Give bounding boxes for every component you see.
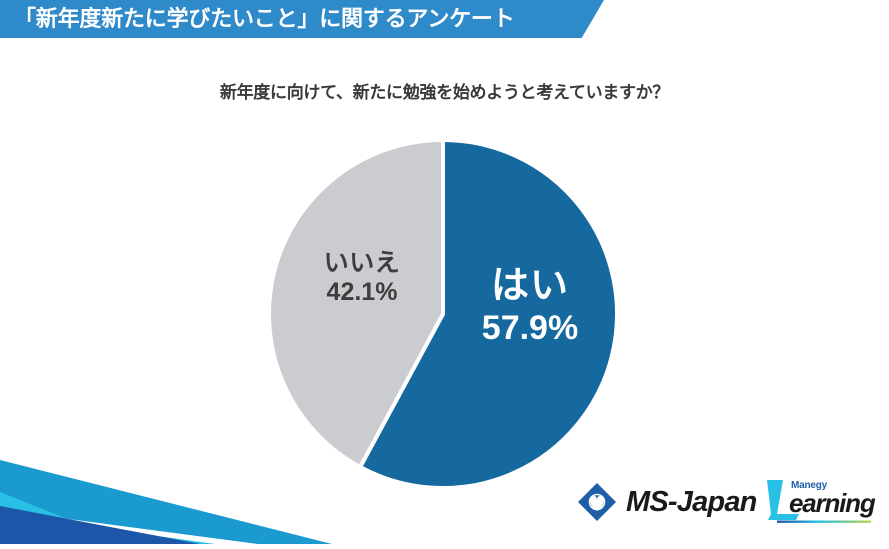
pie-chart bbox=[267, 138, 619, 490]
pie-slice-no[interactable] bbox=[267, 138, 445, 470]
learning-wordmark: earning bbox=[789, 488, 876, 518]
ms-japan-diamond-icon bbox=[578, 483, 616, 521]
pie-label-yes-value: 57.9% bbox=[481, 308, 579, 347]
pie-label-yes-name: はい bbox=[490, 265, 569, 307]
logo-row: MS-Japan Manegy earning bbox=[575, 472, 876, 532]
pie-label-yes: はい 57.9% bbox=[455, 265, 605, 347]
pie-label-no-name: いいえ bbox=[323, 249, 401, 277]
decoration-band-cyan bbox=[0, 492, 215, 544]
ms-japan-logo[interactable]: MS-Japan bbox=[575, 480, 757, 524]
pie-label-no-value: 42.1% bbox=[326, 278, 398, 306]
pie-chart-svg bbox=[267, 138, 619, 490]
manegy-wordmark: Manegy bbox=[791, 480, 828, 491]
survey-question: 新年度に向けて、新たに勉強を始めようと考えていますか？ bbox=[219, 83, 670, 102]
decoration-band-dark-blue bbox=[0, 506, 200, 544]
manegy-learning-l-icon bbox=[767, 480, 871, 523]
manegy-learning-logo[interactable]: Manegy earning bbox=[763, 474, 876, 526]
ms-japan-wordmark: MS-Japan bbox=[626, 485, 757, 518]
pie-slice-yes[interactable] bbox=[357, 138, 619, 490]
page-title: 「新年度新たに学びたいこと」に関するアンケート bbox=[14, 6, 515, 31]
pie-label-no: いいえ 42.1% bbox=[292, 249, 432, 306]
header-ribbon-background bbox=[0, 0, 604, 38]
